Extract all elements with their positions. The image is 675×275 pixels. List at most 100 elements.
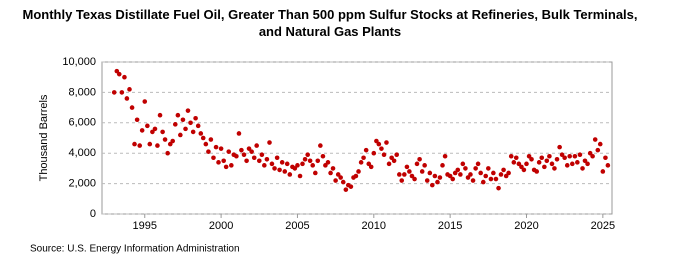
point bbox=[203, 141, 209, 147]
point bbox=[160, 129, 165, 135]
point bbox=[200, 135, 206, 141]
point bbox=[404, 164, 410, 170]
point bbox=[498, 172, 504, 177]
point bbox=[157, 112, 163, 118]
point bbox=[470, 178, 476, 183]
point bbox=[188, 120, 193, 126]
y-tick-label: 6,000 bbox=[68, 117, 96, 129]
point bbox=[450, 176, 456, 182]
point bbox=[132, 141, 137, 147]
point bbox=[221, 158, 226, 164]
point bbox=[206, 149, 211, 154]
point bbox=[491, 170, 496, 176]
point bbox=[155, 143, 160, 148]
point bbox=[274, 155, 280, 161]
y-tick-label: 4,000 bbox=[68, 147, 96, 159]
point bbox=[480, 179, 486, 185]
point bbox=[116, 71, 122, 77]
point bbox=[501, 167, 506, 173]
point bbox=[432, 173, 438, 179]
point bbox=[452, 170, 458, 176]
point bbox=[559, 152, 565, 158]
point bbox=[193, 115, 198, 121]
point bbox=[259, 152, 265, 158]
point bbox=[307, 158, 313, 164]
point bbox=[147, 141, 153, 147]
point bbox=[313, 170, 318, 176]
point bbox=[150, 129, 155, 135]
point bbox=[376, 141, 382, 147]
point bbox=[396, 172, 402, 177]
point bbox=[371, 150, 377, 156]
x-tick-label: 2015 bbox=[438, 220, 462, 232]
point bbox=[409, 173, 415, 179]
point bbox=[605, 163, 611, 168]
point bbox=[310, 163, 316, 168]
point bbox=[162, 137, 168, 142]
x-tick-label: 2010 bbox=[362, 220, 386, 232]
point bbox=[582, 158, 588, 164]
point bbox=[564, 163, 570, 168]
point bbox=[211, 155, 216, 161]
point bbox=[165, 150, 170, 156]
point bbox=[244, 158, 249, 164]
point bbox=[223, 164, 229, 170]
point bbox=[493, 176, 499, 182]
point bbox=[460, 161, 466, 167]
x-tick-label: 2025 bbox=[591, 220, 615, 232]
point bbox=[145, 123, 150, 129]
point bbox=[427, 170, 433, 176]
point bbox=[325, 160, 331, 165]
x-tick-label: 1995 bbox=[133, 220, 157, 232]
point bbox=[142, 99, 148, 104]
point bbox=[178, 132, 183, 138]
point bbox=[506, 170, 511, 176]
point bbox=[239, 147, 244, 153]
point bbox=[218, 146, 224, 151]
point bbox=[384, 140, 389, 145]
point bbox=[180, 117, 186, 123]
point bbox=[318, 143, 323, 148]
point bbox=[419, 169, 425, 174]
point bbox=[435, 179, 440, 185]
point bbox=[567, 153, 573, 159]
point bbox=[241, 152, 247, 158]
point bbox=[577, 152, 583, 158]
point bbox=[272, 166, 277, 171]
point bbox=[292, 166, 298, 171]
point bbox=[320, 153, 326, 159]
point bbox=[234, 153, 239, 159]
point bbox=[348, 184, 354, 189]
point bbox=[277, 167, 282, 173]
point bbox=[340, 179, 346, 185]
point bbox=[488, 176, 494, 182]
point bbox=[600, 169, 606, 174]
point bbox=[353, 173, 359, 179]
point bbox=[305, 152, 310, 158]
point bbox=[508, 153, 514, 159]
chart-title: Monthly Texas Distillate Fuel Oil, Great… bbox=[22, 7, 638, 39]
point bbox=[330, 166, 336, 171]
point bbox=[338, 175, 343, 180]
point bbox=[269, 161, 275, 167]
point bbox=[315, 158, 321, 164]
point bbox=[562, 155, 567, 161]
point bbox=[368, 164, 374, 170]
point bbox=[300, 161, 305, 167]
point bbox=[185, 108, 191, 113]
point bbox=[544, 158, 550, 164]
point bbox=[284, 161, 290, 167]
point bbox=[458, 172, 463, 177]
point bbox=[399, 178, 405, 183]
point bbox=[251, 155, 257, 161]
point bbox=[455, 167, 461, 173]
point bbox=[575, 160, 580, 165]
point bbox=[549, 161, 555, 167]
point bbox=[407, 169, 412, 174]
point bbox=[547, 153, 552, 159]
point bbox=[361, 155, 366, 161]
point bbox=[516, 161, 522, 167]
y-tick-label: 10,000 bbox=[62, 56, 96, 68]
point bbox=[412, 176, 417, 182]
